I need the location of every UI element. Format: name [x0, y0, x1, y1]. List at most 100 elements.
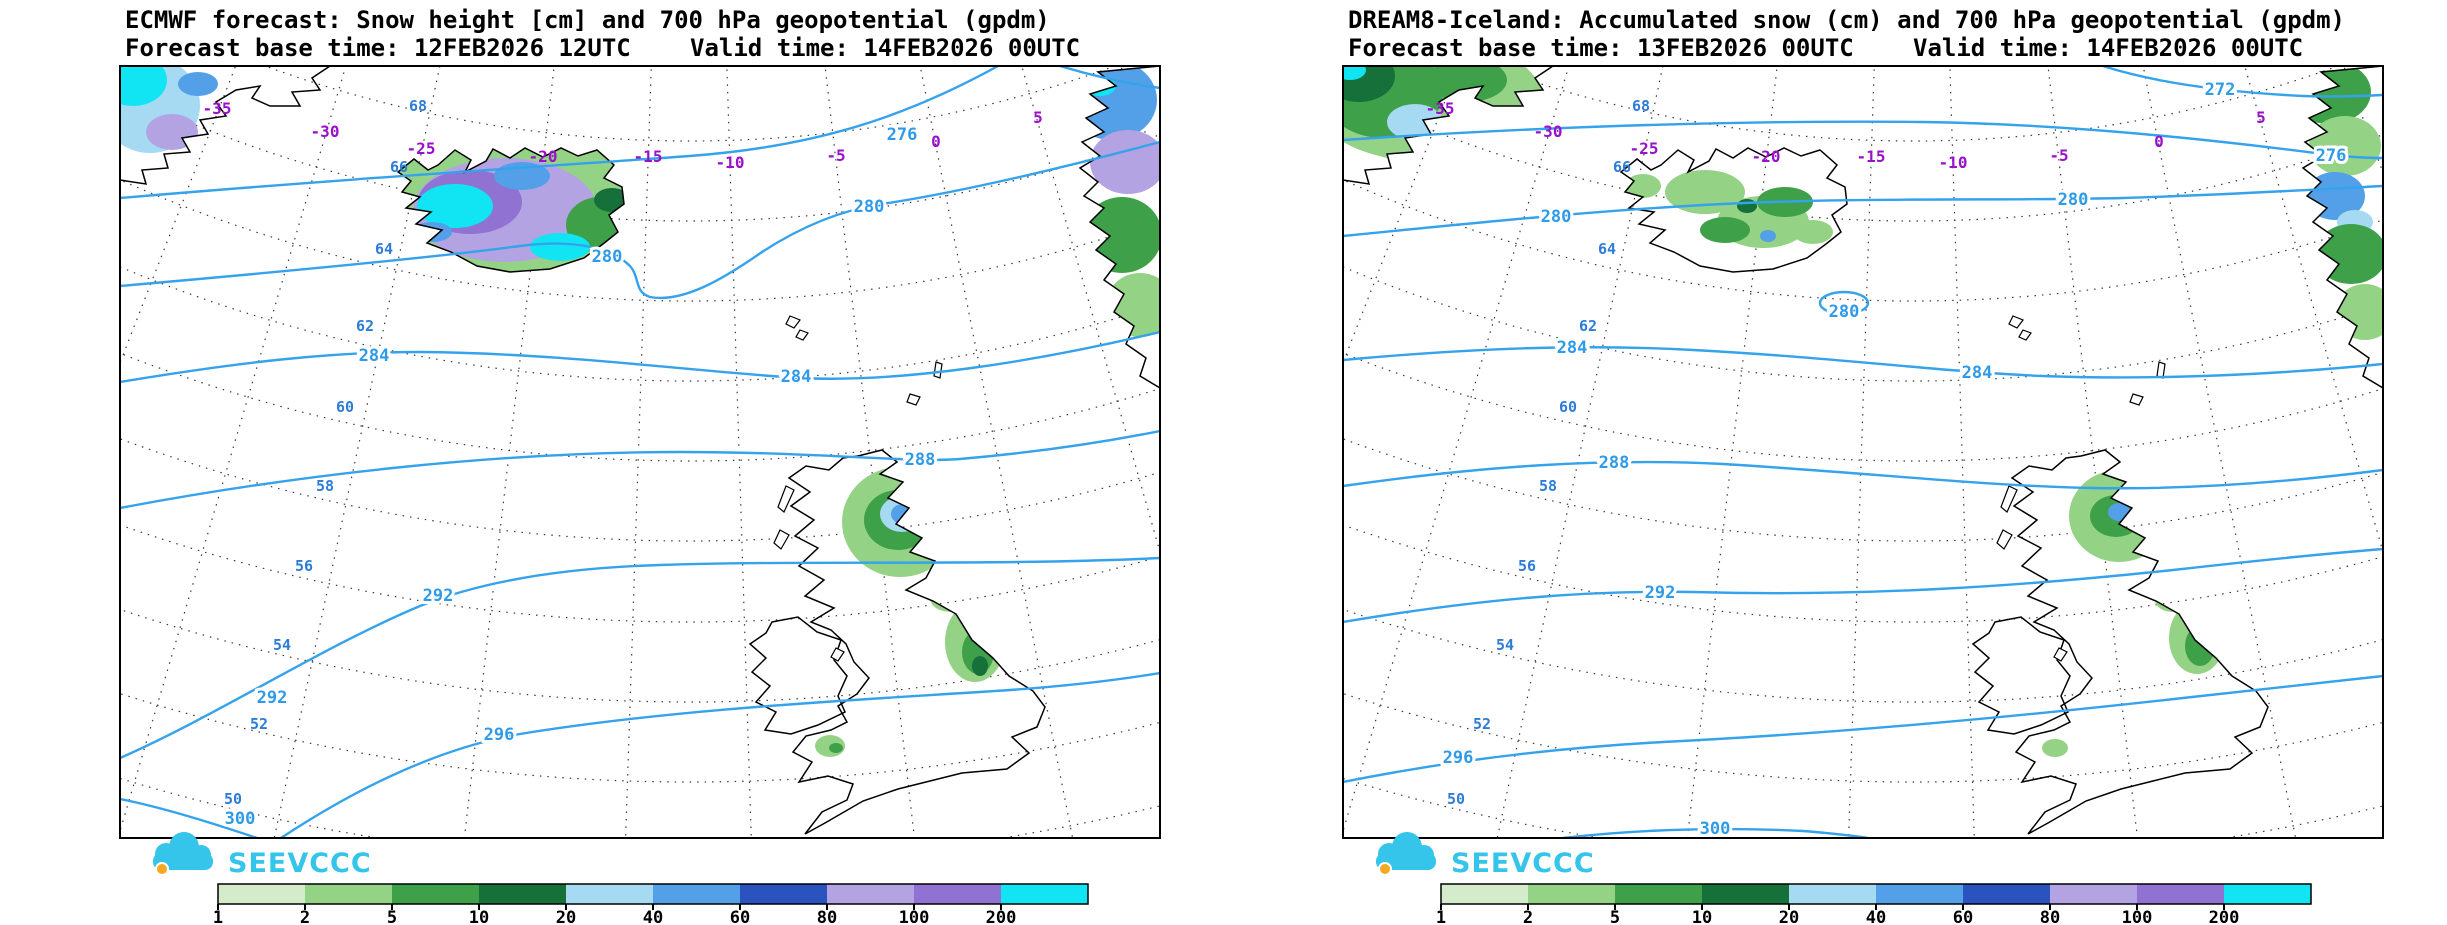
- legend-cell: [1789, 884, 1876, 904]
- legend-value: 20: [556, 908, 576, 925]
- contour-labels: 276 280 280 284 284 288 292 292 296 300: [222, 122, 939, 832]
- lon-label: 5: [2256, 108, 2266, 127]
- legend-value: 80: [2040, 908, 2060, 925]
- legend-value: 1: [213, 908, 223, 925]
- lon-label: -20: [529, 147, 558, 166]
- panel-title: DREAM8-Iceland: Accumulated snow (cm) an…: [1348, 6, 2345, 34]
- legend-cell: [1001, 884, 1088, 904]
- geopotential-contours: [1343, 66, 2383, 838]
- lat-label: 68: [409, 97, 427, 115]
- lon-label: -25: [1630, 139, 1659, 158]
- lat-label: 60: [336, 398, 354, 416]
- legend: 1 2 5 10 20 40 60 80 100 200: [1436, 883, 2312, 925]
- legend-cell: [1702, 884, 1789, 904]
- seevccc-logo: SEEVCCC: [152, 831, 372, 879]
- lat-label: 56: [1518, 557, 1536, 575]
- snow-norway: [2303, 66, 2383, 340]
- latitude-labels: 68 66 64 62 60 58 56 54 52 50: [224, 97, 427, 808]
- dream8-map: DREAM8-Iceland: Accumulated snow (cm) an…: [1342, 6, 2384, 925]
- contour-label: 292: [257, 688, 288, 708]
- lon-label: -25: [407, 139, 436, 158]
- legend-value: 5: [1610, 908, 1620, 925]
- legend-cell: [740, 884, 827, 904]
- lat-label: 60: [1559, 398, 1577, 416]
- snow-britain: [2042, 470, 2225, 757]
- legend-cell: [1876, 884, 1963, 904]
- legend-cell: [914, 884, 1001, 904]
- lat-label: 54: [1496, 636, 1514, 654]
- lat-label: 50: [224, 790, 242, 808]
- lon-label: 5: [1033, 108, 1043, 127]
- panel-dream8: DREAM8-Iceland: Accumulated snow (cm) an…: [1223, 0, 2446, 925]
- coastlines: [1343, 66, 2383, 834]
- legend-value: 2: [1523, 908, 1533, 925]
- valid-time: Valid time: 14FEB2026 00UTC: [1913, 34, 2303, 62]
- contour-label: 284: [1557, 338, 1588, 358]
- contour-label: 296: [1443, 748, 1474, 768]
- legend-cell: [305, 884, 392, 904]
- seevccc-logo: SEEVCCC: [1375, 831, 1594, 879]
- lat-label: 68: [1632, 97, 1650, 115]
- legend-cell: [1528, 884, 1615, 904]
- lon-label: -10: [716, 153, 745, 172]
- panel-title: ECMWF forecast: Snow height [cm] and 700…: [125, 6, 1050, 34]
- lat-label: 64: [375, 240, 393, 258]
- contour-label: 280: [1541, 207, 1572, 227]
- ecmwf-map: ECMWF forecast: Snow height [cm] and 700…: [119, 6, 1161, 925]
- lat-label: 62: [356, 317, 374, 335]
- legend-value: 10: [1692, 908, 1712, 925]
- legend-value: 5: [387, 908, 397, 925]
- lon-label: -20: [1752, 147, 1781, 166]
- panel-ecmwf: ECMWF forecast: Snow height [cm] and 700…: [0, 0, 1223, 925]
- contour-label: 300: [225, 809, 256, 829]
- legend-value: 80: [817, 908, 837, 925]
- legend-cell: [1615, 884, 1702, 904]
- legend-value: 1: [1436, 908, 1446, 925]
- legend-cell: [1963, 884, 2050, 904]
- lon-label: -30: [311, 122, 340, 141]
- lat-label: 50: [1447, 790, 1465, 808]
- lon-label: -15: [634, 147, 663, 166]
- contour-label: 284: [781, 367, 812, 387]
- legend-cell: [479, 884, 566, 904]
- geopotential-contours: [120, 66, 1160, 838]
- legend-value: 60: [1953, 908, 1973, 925]
- contour-label: 292: [423, 586, 454, 606]
- legend-cell: [2050, 884, 2137, 904]
- contour-label: 296: [484, 725, 515, 745]
- lat-label: 52: [1473, 715, 1491, 733]
- contour-labels: 272 276 280 280 280 284 284 288 292 296 …: [1440, 77, 2350, 839]
- lon-label: -30: [1534, 122, 1563, 141]
- legend-value: 200: [2209, 908, 2240, 925]
- legend-value: 60: [730, 908, 750, 925]
- lat-label: 62: [1579, 317, 1597, 335]
- legend-cell: [827, 884, 914, 904]
- graticule: [1343, 66, 2383, 838]
- legend-value: 10: [469, 908, 489, 925]
- contour-label: 292: [1645, 583, 1676, 603]
- legend: 1 2 5 10 20 40 60 80 100 200: [213, 883, 1089, 925]
- lon-label: -10: [1939, 153, 1968, 172]
- snow-greenland: [1343, 66, 1543, 162]
- snow-norway: [1080, 66, 1160, 337]
- lon-label: -5: [826, 146, 845, 165]
- legend-value: 100: [899, 908, 930, 925]
- graticule: [120, 66, 1160, 838]
- base-time: Forecast base time: 13FEB2026 00UTC: [1348, 34, 1854, 62]
- lon-label: 0: [2154, 132, 2164, 151]
- contour-label: 300: [1700, 819, 1731, 839]
- legend-value: 40: [643, 908, 663, 925]
- latitude-labels: 68 66 64 62 60 58 56 54 52 50: [1447, 97, 1650, 808]
- legend-cell: [2137, 884, 2224, 904]
- legend-cell: [218, 884, 305, 904]
- logo-text: SEEVCCC: [228, 848, 372, 879]
- legend-value: 2: [300, 908, 310, 925]
- lon-label: -5: [2049, 146, 2068, 165]
- legend-value: 20: [1779, 908, 1799, 925]
- legend-value: 200: [986, 908, 1017, 925]
- lat-label: 58: [316, 477, 334, 495]
- map-frame: [1342, 65, 2384, 839]
- lat-label: 66: [1613, 158, 1631, 176]
- contour-label: 288: [905, 450, 936, 470]
